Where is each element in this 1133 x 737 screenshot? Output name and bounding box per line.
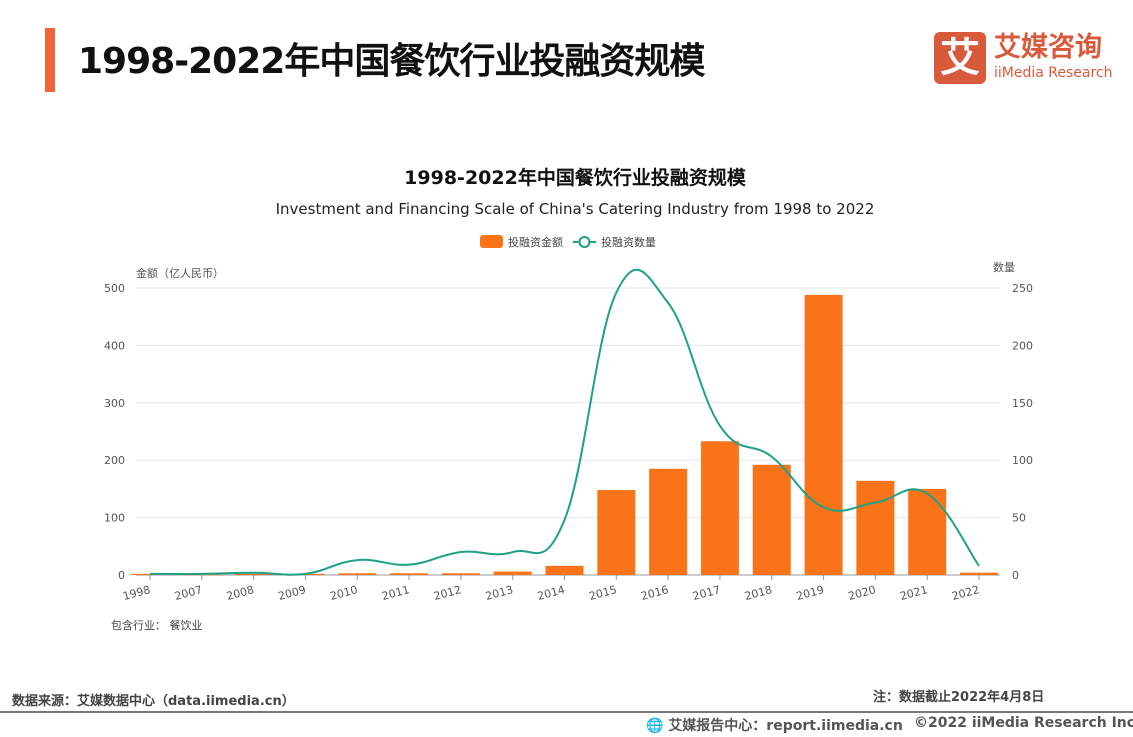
y-left-tick-label: 400: [104, 339, 125, 352]
bar-2016: [649, 468, 688, 575]
page-title: 1998-2022年中国餐饮行业投融资规模: [78, 41, 705, 82]
bar-2013: [493, 571, 532, 575]
y-right-tick-label: 100: [1012, 454, 1033, 467]
x-tick-label: 2012: [432, 583, 462, 603]
bar-2019: [804, 294, 843, 575]
x-tick-label: 2007: [173, 583, 203, 603]
logo: 艾 艾媒咨询 iiMedia Research: [934, 32, 1114, 84]
chart-title: 1998-2022年中国餐饮行业投融资规模: [404, 166, 747, 189]
globe-icon: 🌐: [646, 718, 664, 734]
y-left-tick-label: 300: [104, 397, 125, 410]
x-tick-label: 2011: [380, 583, 410, 603]
y-left-tick-label: 0: [118, 569, 125, 582]
y-right-tick-label: 200: [1012, 339, 1033, 352]
chart: 1998-2022年中国餐饮行业投融资规模 Investment and Fin…: [104, 166, 1033, 632]
y-axis-left-label: 金额（亿人民币）: [136, 266, 224, 280]
footer-report-text: 艾媒报告中心：report.iimedia.cn: [668, 718, 903, 734]
y-right-tick-label: 150: [1012, 397, 1033, 410]
bar-2008: [234, 573, 273, 575]
y-axis-right-label: 数量: [993, 261, 1015, 274]
x-tick-label: 2019: [795, 583, 825, 603]
x-tick-label: 2015: [588, 583, 618, 603]
y-right-tick-label: 50: [1012, 512, 1026, 525]
logo-cn: 艾媒咨询: [994, 32, 1102, 63]
x-tick-label: 2010: [329, 583, 359, 603]
x-tick-label: 2009: [277, 583, 307, 603]
x-tick-label: 1998: [121, 583, 151, 603]
bar-2020: [856, 480, 895, 575]
title-accent-bar: [45, 28, 55, 92]
legend-line-marker: [578, 236, 591, 248]
x-tick-label: 2014: [536, 583, 566, 603]
chart-note: 包含行业： 餐饮业: [111, 618, 203, 632]
x-tick-label: 2022: [950, 583, 980, 603]
x-tick-label: 2016: [640, 583, 670, 603]
legend-line-label: 投融资数量: [601, 235, 656, 249]
footer-report[interactable]: 🌐 艾媒报告中心：report.iimedia.cn: [646, 715, 903, 735]
chart-subtitle: Investment and Financing Scale of China'…: [276, 200, 875, 218]
bar-2011: [390, 573, 429, 575]
x-tick-label: 2021: [899, 583, 929, 603]
x-tick-label: 2008: [225, 583, 255, 603]
bar-2012: [441, 573, 480, 575]
x-tick-label: 2020: [847, 583, 877, 603]
footer-source: 数据来源：艾媒数据中心（data.iimedia.cn）: [12, 694, 295, 709]
bar-2021: [908, 488, 947, 575]
legend-bar-swatch: [480, 235, 503, 248]
footer-note: 注：数据截止2022年4月8日: [873, 690, 1045, 705]
y-left-tick-label: 500: [104, 282, 125, 295]
bar-2014: [545, 565, 584, 575]
legend-bar-label: 投融资金额: [508, 235, 563, 249]
logo-en: iiMedia Research: [994, 65, 1113, 81]
bar-2018: [752, 464, 791, 575]
bar-2015: [597, 490, 636, 575]
x-tick-label: 2013: [484, 583, 514, 603]
legend: 投融资金额 投融资数量: [480, 235, 656, 249]
y-right-tick-label: 0: [1012, 569, 1019, 582]
footer-divider: [0, 711, 1133, 713]
bar-2010: [338, 573, 377, 575]
x-tick-label: 2018: [743, 583, 773, 603]
bar-2017: [700, 441, 739, 575]
bar-2007: [182, 574, 221, 576]
x-tick-label: 2017: [691, 583, 721, 603]
bar-2022: [960, 572, 998, 575]
footer-copyright: ©2022 iiMedia Research Inc: [914, 715, 1133, 731]
y-left-tick-label: 100: [104, 512, 125, 525]
line-series-count: [149, 268, 980, 576]
logo-mark: 艾: [934, 32, 986, 84]
y-left-tick-label: 200: [104, 454, 125, 467]
y-right-tick-label: 250: [1012, 282, 1033, 295]
